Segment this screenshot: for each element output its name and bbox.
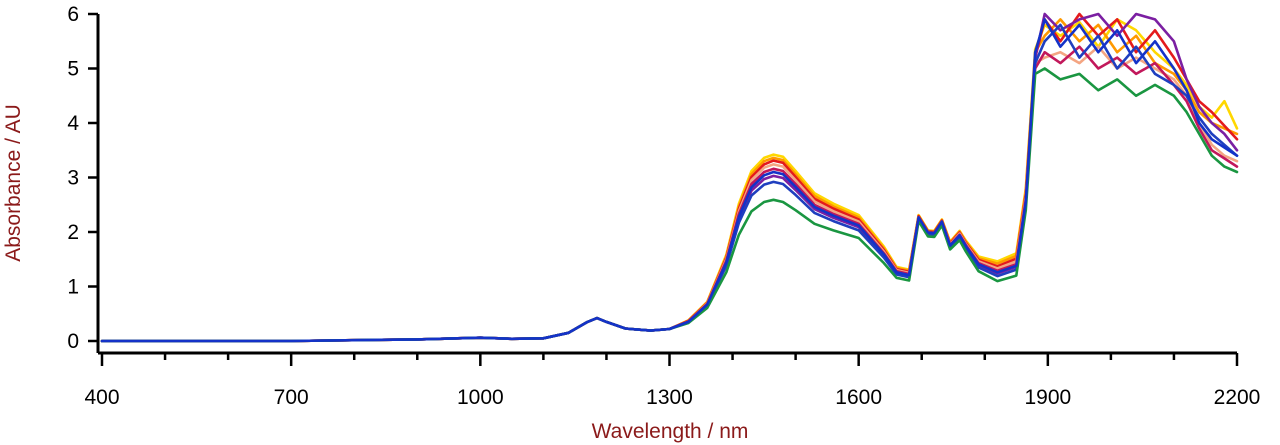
x-tick-label: 2200 xyxy=(1214,386,1261,409)
y-axis-title: Absorbance / AU xyxy=(2,104,25,262)
spectrum-line-4 xyxy=(100,45,1239,343)
y-axis-ticks: 0 1 2 3 4 5 6 xyxy=(67,3,98,353)
x-axis-ticks: 400 700 1000 1300 1600 1900 2200 xyxy=(84,353,1260,409)
spectrum-line-3 xyxy=(100,12,1239,343)
x-tick-label: 400 xyxy=(84,386,119,409)
series-lines xyxy=(100,12,1239,343)
spectrum-line-1 xyxy=(100,18,1239,343)
axes: 0 1 2 3 4 5 6 400 700 1000 1300 1600 1900 2200 xyxy=(67,3,1260,409)
x-tick-label: 1600 xyxy=(835,386,882,409)
x-tick-label: 1300 xyxy=(646,386,693,409)
spectrum-line-7 xyxy=(100,23,1239,343)
x-tick-label: 700 xyxy=(274,386,309,409)
y-tick-label: 0 xyxy=(67,330,79,353)
spectrum-line-9 xyxy=(100,18,1239,343)
spectrum-line-2 xyxy=(100,18,1239,343)
y-tick-label: 1 xyxy=(67,276,79,299)
x-tick-label: 1900 xyxy=(1024,386,1071,409)
y-tick-label: 3 xyxy=(67,167,79,190)
spectrum-line-6 xyxy=(100,12,1239,343)
x-axis-title: Wavelength / nm xyxy=(592,420,749,443)
y-tick-label: 2 xyxy=(67,221,79,244)
x-tick-label: 1000 xyxy=(457,386,504,409)
y-tick-label: 6 xyxy=(67,3,79,26)
spectrum-line-5 xyxy=(100,45,1239,343)
y-tick-label: 5 xyxy=(67,58,79,81)
y-tick-label: 4 xyxy=(67,112,79,135)
spectrum-line-8 xyxy=(100,67,1239,343)
